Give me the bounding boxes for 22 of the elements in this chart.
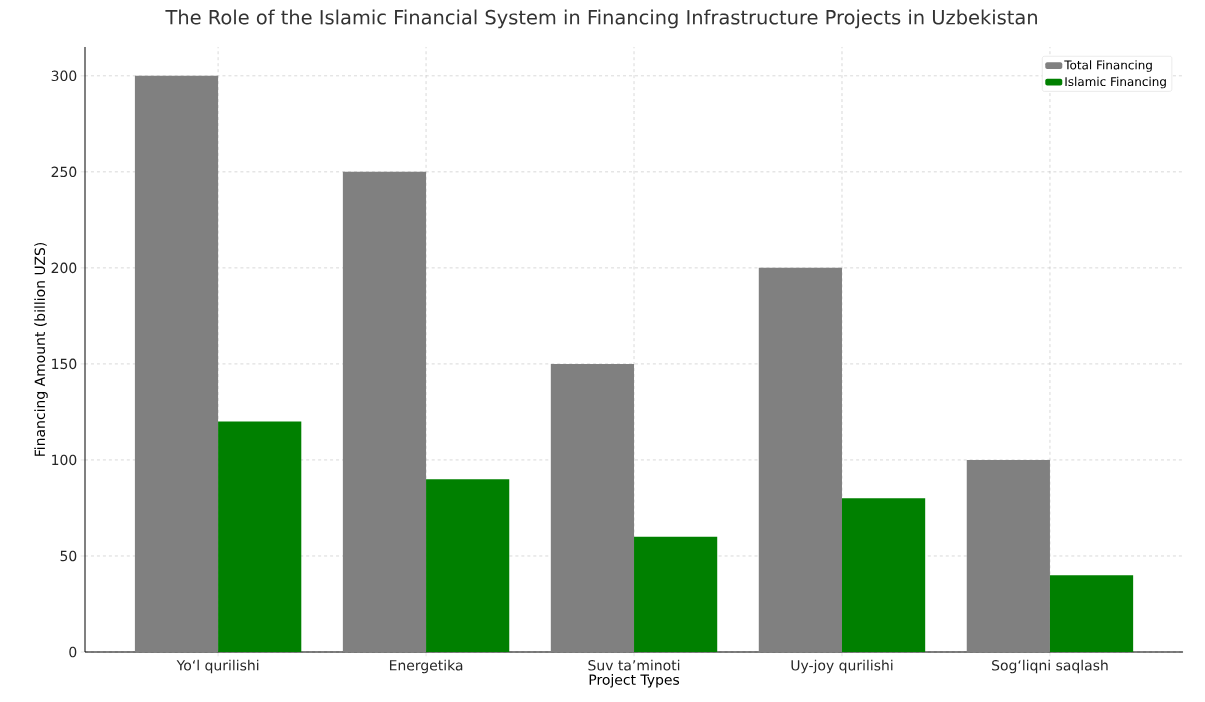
y-tick-label: 250 — [51, 166, 77, 178]
y-tick-label: 100 — [52, 454, 77, 466]
y-tick-label: 200 — [51, 262, 77, 274]
bar — [634, 536, 718, 652]
legend-label: Total Financing — [1064, 60, 1152, 72]
x-tick-label: Suv ta’minoti — [588, 659, 680, 671]
bar — [841, 498, 926, 652]
chart-title: The Role of the Islamic Financial System in Financing Infrastructure Projects in Uzbekistan — [165, 9, 1037, 29]
y-tick-label: 0 — [69, 646, 77, 658]
bar — [426, 479, 510, 652]
x-tick-label: Sogʻliqni saqlash — [992, 659, 1108, 674]
bar — [218, 421, 302, 652]
x-tick-label: Energetika — [389, 659, 463, 674]
y-tick-label: 50 — [60, 550, 77, 562]
bar — [1049, 575, 1134, 652]
x-tick-label: Uy-joy qurilishi — [791, 659, 893, 674]
y-axis-title: Financing Amount (billion UZS) — [34, 242, 48, 456]
x-tick-label: Yoʻl qurilishi — [176, 659, 259, 674]
y-tick-label: 300 — [51, 70, 77, 82]
x-axis-title: Project Types — [589, 674, 680, 688]
y-tick-label: 150 — [52, 358, 77, 370]
legend-label: Islamic Financing — [1065, 76, 1166, 89]
